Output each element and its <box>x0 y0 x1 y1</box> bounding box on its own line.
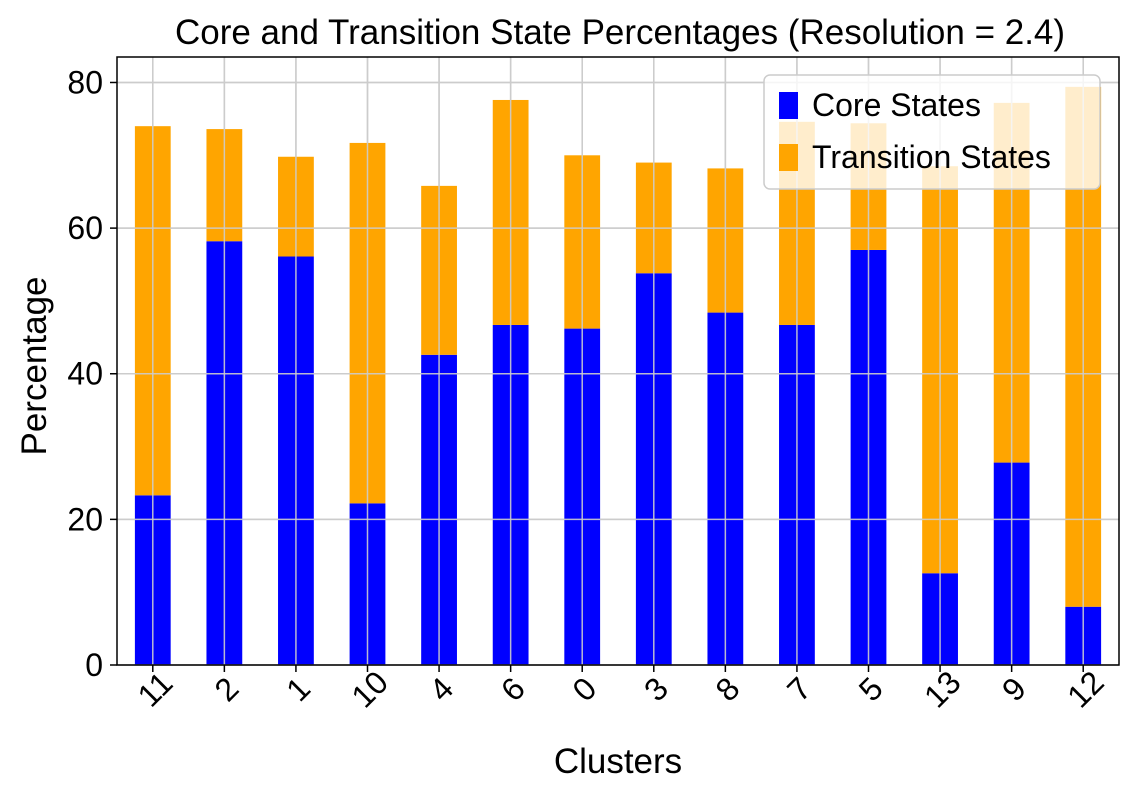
y-tick-label: 80 <box>67 64 103 100</box>
x-tick-label: 10 <box>344 664 395 715</box>
y-tick-label: 40 <box>67 356 103 392</box>
x-tick-label: 0 <box>565 670 603 708</box>
x-tick-label: 9 <box>995 670 1033 708</box>
x-tick-label: 13 <box>917 664 968 715</box>
legend-swatch-core <box>779 92 798 119</box>
legend-box <box>763 74 1101 190</box>
x-tick-label: 12 <box>1060 664 1111 715</box>
x-tick-label: 2 <box>208 670 246 708</box>
chart-title: Core and Transition State Percentages (R… <box>175 13 1065 52</box>
x-tick-label: 6 <box>494 670 532 708</box>
plot-frame <box>116 56 1120 666</box>
x-axis-label: Clusters <box>554 742 682 781</box>
legend: Core States Transition States <box>763 74 1101 190</box>
y-tick-label: 20 <box>67 501 103 537</box>
x-tick-label: 3 <box>637 670 675 708</box>
x-tick-label: 5 <box>852 670 890 708</box>
legend-label-core: Core States <box>812 87 981 123</box>
y-axis: 0 20 40 60 80 <box>67 64 117 683</box>
legend-swatch-transition <box>779 144 798 171</box>
x-tick-label: 11 <box>131 665 180 714</box>
y-tick-label: 60 <box>67 210 103 246</box>
y-axis-label: Percentage <box>15 276 54 455</box>
y-tick-label: 0 <box>85 647 103 683</box>
x-tick-label: 4 <box>422 670 460 708</box>
x-axis: 11 2 1 10 4 6 0 3 8 7 5 13 9 12 <box>131 664 1111 715</box>
legend-label-transition: Transition States <box>812 139 1051 175</box>
x-tick-label: 7 <box>780 670 818 708</box>
x-tick-label: 1 <box>279 670 317 708</box>
x-tick-label: 8 <box>709 670 747 708</box>
bars <box>117 57 1119 666</box>
